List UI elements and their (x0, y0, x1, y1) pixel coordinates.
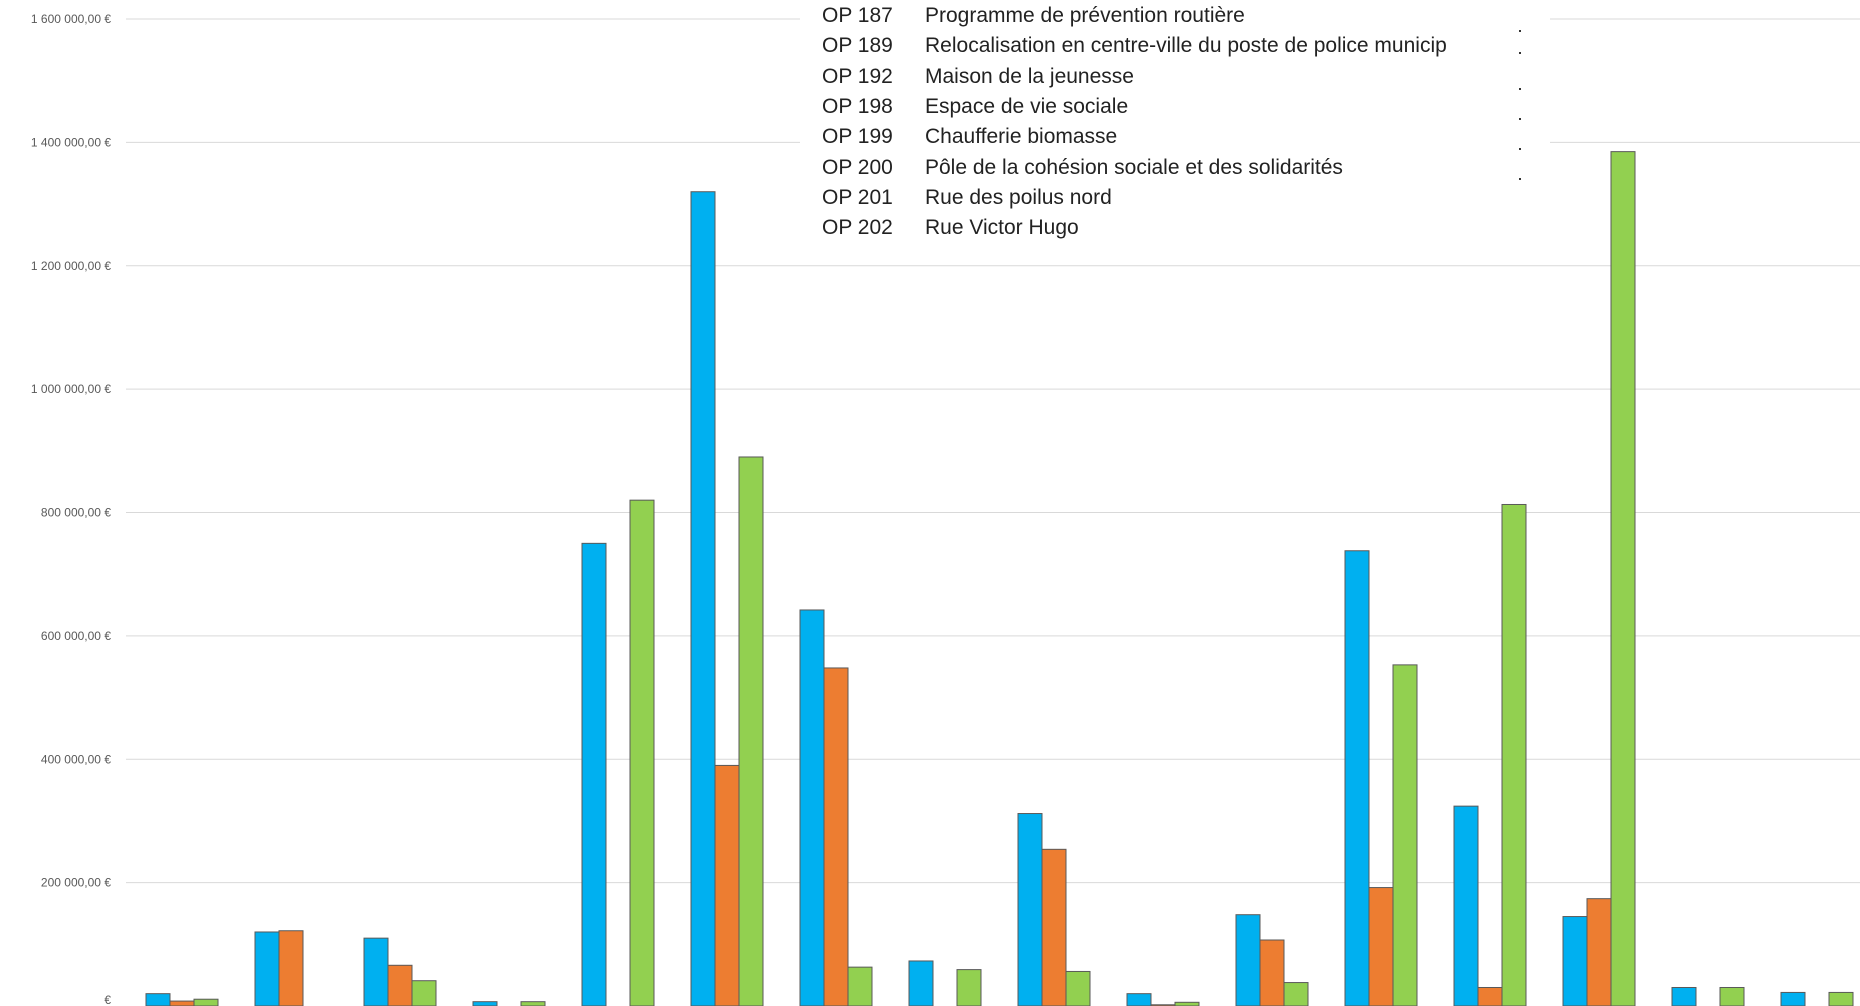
bar (1610, 151, 1636, 1006)
bar (193, 998, 219, 1006)
legend-item-name: Chaufferie biomasse (925, 125, 1118, 149)
bar (1671, 986, 1697, 1006)
bar (1259, 939, 1285, 1006)
legend-item-code: OP 198 (822, 94, 893, 118)
bar (254, 931, 280, 1006)
legend-item-name: Rue Victor Hugo (925, 216, 1079, 240)
legend-item-code: OP 189 (822, 34, 893, 58)
bar (145, 993, 171, 1006)
bar (629, 499, 655, 1006)
bar (1041, 848, 1067, 1006)
bar (1283, 982, 1309, 1006)
bar (1501, 503, 1527, 1006)
legend-marker-dot (1519, 88, 1521, 90)
bar (1562, 916, 1588, 1006)
y-tick-label: 400 000,00 € (41, 752, 111, 766)
bar (799, 609, 825, 1006)
legend-item-name: Programme de prévention routière (925, 4, 1245, 27)
bar (1126, 993, 1152, 1006)
bar (472, 1001, 498, 1006)
y-tick-label: 1 600 000,00 € (31, 12, 111, 26)
legend-item-name: Pôle de la cohésion sociale et des solid… (925, 155, 1343, 179)
y-axis: €200 000,00 € 400 000,00 € 600 000,00 € 800… (31, 12, 111, 1006)
legend-marker-dot (1519, 178, 1521, 180)
bar (1235, 914, 1261, 1006)
legend-item-code: OP 199 (822, 125, 893, 149)
y-tick-label: 1 400 000,00 € (31, 135, 111, 149)
bar (738, 456, 764, 1006)
legend-item-code: OP 192 (822, 64, 893, 88)
legend-item-name: Rue des poilus nord (925, 185, 1112, 209)
bar (1174, 1001, 1200, 1006)
gridlines (126, 18, 1860, 884)
y-tick-label: 600 000,00 € (41, 629, 111, 643)
bar (387, 964, 413, 1006)
bar (714, 764, 740, 1006)
bar (278, 930, 304, 1006)
legend-marker-dot (1519, 52, 1521, 54)
bar (1780, 991, 1806, 1006)
bar (1719, 986, 1745, 1006)
legend: OP 187 Programme de prévention routière OP… (800, 0, 1550, 248)
bar (1344, 550, 1370, 1006)
bar (1368, 887, 1394, 1006)
bar (847, 966, 873, 1006)
legend-item-name: Relocalisation en centre-ville du poste … (925, 34, 1447, 58)
bar (363, 937, 389, 1006)
bar (1017, 813, 1043, 1006)
bars (145, 151, 1854, 1006)
legend-item-code: OP 200 (822, 155, 893, 179)
y-tick-label: 200 000,00 € (41, 876, 111, 890)
bar (411, 980, 437, 1006)
legend-item-code: OP 201 (822, 185, 893, 209)
y-tick-label: 800 000,00 € (41, 506, 111, 520)
bar (169, 1000, 195, 1006)
bar (1392, 664, 1418, 1006)
bar (1477, 986, 1503, 1006)
bar (581, 542, 607, 1006)
legend-item-name: Maison de la jeunesse (925, 64, 1134, 88)
bar (1453, 805, 1479, 1006)
bar (520, 1001, 546, 1006)
legend-marker-dot (1519, 30, 1521, 32)
legend-item-code: OP 187 (822, 4, 893, 27)
bar (1586, 898, 1612, 1006)
legend-item-code: OP 202 (822, 216, 893, 240)
y-tick-label: 1 200 000,00 € (31, 259, 111, 273)
bar (690, 191, 716, 1006)
legend-marker-dot (1519, 118, 1521, 120)
bar (823, 667, 849, 1006)
legend-item-name: Espace de vie sociale (925, 94, 1129, 118)
y-tick-label: € (104, 993, 111, 1006)
bar (956, 969, 982, 1006)
legend-marker-dot (1519, 148, 1521, 150)
y-tick-label: 1 000 000,00 € (31, 382, 111, 396)
bar (908, 960, 934, 1006)
bar (1065, 970, 1091, 1006)
bar (1828, 991, 1854, 1006)
